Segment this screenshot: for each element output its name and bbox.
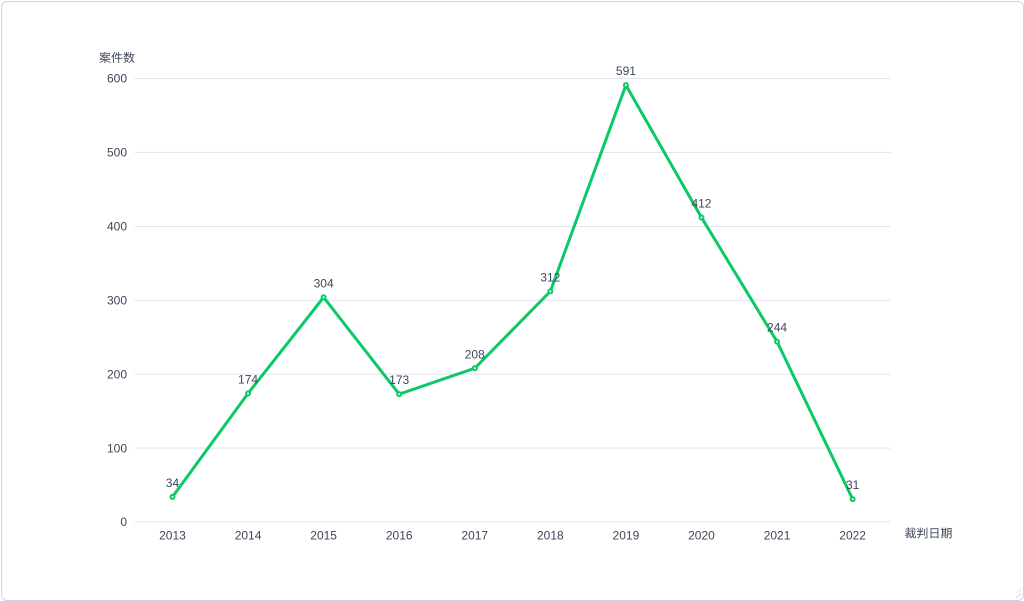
svg-text:400: 400 xyxy=(107,220,127,234)
svg-text:244: 244 xyxy=(767,321,787,335)
svg-text:2014: 2014 xyxy=(235,529,262,543)
svg-text:2022: 2022 xyxy=(839,529,866,543)
svg-text:200: 200 xyxy=(107,367,127,381)
svg-text:2019: 2019 xyxy=(613,529,640,543)
svg-text:34: 34 xyxy=(166,476,180,490)
svg-text:600: 600 xyxy=(107,72,127,86)
svg-text:2018: 2018 xyxy=(537,529,564,543)
svg-text:173: 173 xyxy=(389,373,409,387)
svg-text:412: 412 xyxy=(691,196,711,210)
svg-text:174: 174 xyxy=(238,372,258,386)
svg-text:2013: 2013 xyxy=(159,529,186,543)
svg-text:304: 304 xyxy=(314,276,334,290)
svg-text:100: 100 xyxy=(107,441,127,455)
svg-text:2015: 2015 xyxy=(310,529,337,543)
svg-text:208: 208 xyxy=(465,347,485,361)
svg-text:312: 312 xyxy=(540,270,560,284)
svg-text:2020: 2020 xyxy=(688,529,715,543)
svg-text:2021: 2021 xyxy=(764,529,791,543)
svg-text:31: 31 xyxy=(846,478,860,492)
svg-text:500: 500 xyxy=(107,146,127,160)
svg-text:591: 591 xyxy=(616,64,636,78)
svg-text:300: 300 xyxy=(107,293,127,307)
svg-text:0: 0 xyxy=(120,515,127,529)
svg-text:2016: 2016 xyxy=(386,529,413,543)
svg-text:2017: 2017 xyxy=(461,529,488,543)
